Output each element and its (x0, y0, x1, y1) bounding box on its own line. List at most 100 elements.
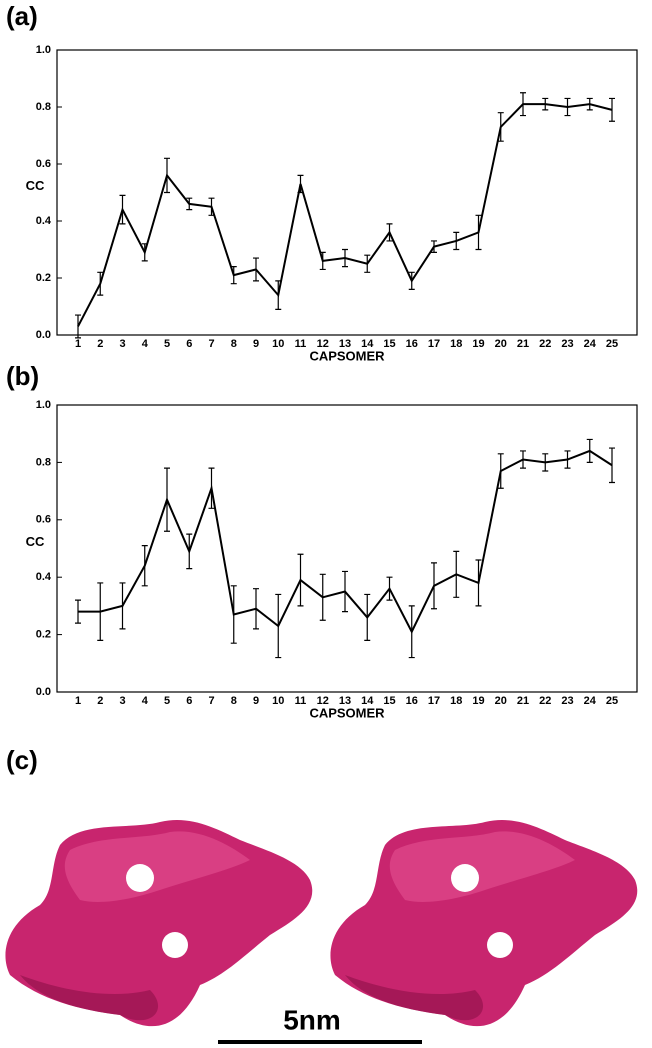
y-tick-label: 0.4 (36, 215, 52, 227)
error-bar (164, 157, 170, 194)
error-bar (386, 223, 393, 242)
error-bar (586, 438, 593, 463)
x-tick-label: 12 (317, 695, 329, 707)
x-tick-label: 13 (339, 695, 351, 707)
error-bar (342, 248, 348, 268)
panel-label: (c) (6, 745, 38, 775)
capsomer-render (330, 820, 638, 1027)
x-tick-label: 14 (361, 338, 374, 350)
x-tick-label: 20 (495, 338, 507, 350)
error-bar (75, 599, 81, 624)
error-bar (141, 243, 148, 262)
error-bar (342, 570, 348, 613)
x-tick-label: 1 (75, 338, 81, 350)
x-tick-label: 13 (339, 338, 351, 350)
x-tick-label: 17 (428, 338, 440, 350)
x-tick-label: 23 (561, 695, 573, 707)
error-bar (497, 112, 504, 142)
x-tick-label: 22 (539, 695, 551, 707)
x-tick-label: 19 (472, 338, 484, 350)
x-tick-label: 9 (253, 338, 259, 350)
error-bar (186, 197, 193, 211)
x-tick-label: 11 (295, 338, 307, 350)
error-bar (253, 257, 259, 282)
panel-label: (a) (6, 1, 38, 31)
x-tick-label: 24 (584, 338, 597, 350)
error-bar (97, 271, 104, 296)
y-tick-label: 0.4 (36, 571, 52, 583)
error-bar (609, 97, 615, 122)
x-tick-label: 17 (428, 695, 440, 707)
x-tick-label: 20 (495, 695, 507, 707)
capsomer-render (5, 820, 313, 1027)
error-bar (186, 533, 193, 570)
error-bar (453, 550, 460, 598)
y-tick-label: 0.6 (36, 514, 51, 526)
error-bar (230, 266, 237, 285)
x-tick-label: 15 (383, 338, 395, 350)
panel-label: (b) (6, 361, 39, 391)
error-bar (453, 231, 460, 251)
error-bar (609, 447, 615, 484)
plot-frame (56, 404, 638, 693)
x-tick-label: 19 (472, 695, 484, 707)
error-bar (141, 545, 148, 587)
error-bar (253, 588, 259, 630)
scale-bar-label: 5nm (283, 1004, 341, 1035)
x-tick-label: 8 (231, 695, 237, 707)
error-bar (230, 585, 237, 644)
y-axis-label: CC (26, 178, 45, 193)
error-bar (497, 453, 504, 489)
plot-frame (56, 49, 638, 336)
error-bar (297, 174, 304, 194)
error-bar (319, 573, 326, 621)
x-tick-label: 18 (450, 695, 462, 707)
x-tick-label: 3 (119, 338, 125, 350)
x-axis-label: CAPSOMER (309, 705, 385, 720)
x-tick-label: 21 (517, 338, 529, 350)
error-bar (275, 280, 282, 310)
error-bar (386, 576, 393, 601)
y-tick-label: 0.8 (36, 456, 51, 468)
error-bar (364, 254, 371, 273)
error-bar (431, 240, 437, 253)
error-bar (97, 582, 104, 641)
error-bar (564, 450, 571, 469)
x-tick-label: 1 (75, 695, 81, 707)
x-tick-label: 23 (561, 338, 573, 350)
error-bar (520, 92, 526, 117)
x-tick-label: 16 (406, 695, 418, 707)
x-tick-label: 9 (253, 695, 259, 707)
error-bar (119, 194, 126, 225)
error-bar (431, 562, 437, 610)
y-tick-label: 0.2 (36, 272, 51, 284)
y-tick-label: 0.2 (36, 629, 51, 641)
x-tick-label: 22 (539, 338, 551, 350)
y-tick-label: 0.0 (36, 329, 51, 341)
y-tick-label: 0.0 (36, 686, 51, 698)
x-tick-label: 6 (186, 338, 192, 350)
error-bar (475, 559, 482, 607)
x-tick-label: 2 (97, 338, 103, 350)
x-tick-label: 16 (406, 338, 418, 350)
error-bar (75, 314, 81, 339)
x-tick-label: 4 (142, 338, 149, 350)
error-bar (564, 97, 571, 117)
error-bar (208, 467, 215, 509)
stereo-pair (5, 820, 638, 1027)
y-axis-label: CC (26, 534, 45, 549)
x-tick-label: 12 (317, 338, 329, 350)
x-tick-label: 4 (142, 695, 149, 707)
x-axis-label: CAPSOMER (309, 348, 385, 363)
error-bar (319, 251, 326, 271)
error-bar (542, 97, 549, 111)
x-tick-label: 25 (606, 338, 618, 350)
error-bar (119, 582, 126, 630)
x-tick-label: 25 (606, 695, 618, 707)
error-bar (408, 271, 415, 290)
x-tick-label: 3 (119, 695, 125, 707)
error-bar (208, 197, 215, 216)
x-tick-label: 10 (272, 695, 284, 707)
x-tick-label: 5 (164, 695, 170, 707)
error-bar (542, 453, 549, 472)
